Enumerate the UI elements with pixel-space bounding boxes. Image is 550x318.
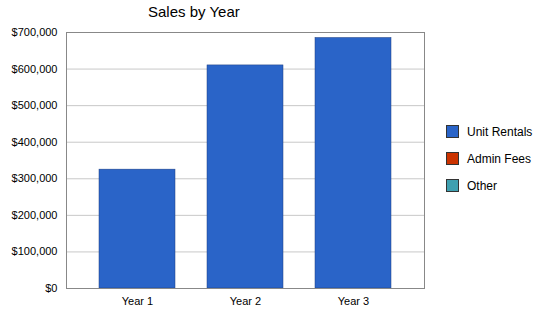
svg-text:$0: $0 bbox=[45, 282, 57, 294]
svg-text:$700,000: $700,000 bbox=[12, 26, 58, 38]
svg-text:$200,000: $200,000 bbox=[12, 209, 58, 221]
svg-text:$500,000: $500,000 bbox=[12, 99, 58, 111]
svg-text:Year 1: Year 1 bbox=[122, 295, 153, 307]
svg-text:$300,000: $300,000 bbox=[12, 172, 58, 184]
html-text:Admin Fees: Admin Fees bbox=[467, 151, 531, 166]
svg-text:$400,000: $400,000 bbox=[12, 136, 58, 148]
svg-text:$600,000: $600,000 bbox=[12, 63, 58, 75]
svg-text:Year 3: Year 3 bbox=[338, 295, 369, 307]
svg-text:$100,000: $100,000 bbox=[12, 245, 58, 257]
html-text:Sales by Year: Sales by Year bbox=[148, 3, 240, 20]
svg-text:Year 2: Year 2 bbox=[230, 295, 261, 307]
html-text:Unit Rentals: Unit Rentals bbox=[467, 124, 533, 139]
html-text:Other: Other bbox=[467, 178, 497, 193]
